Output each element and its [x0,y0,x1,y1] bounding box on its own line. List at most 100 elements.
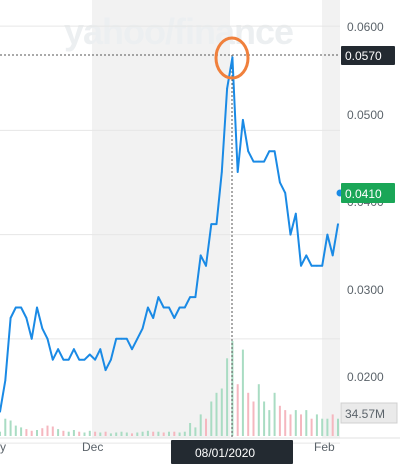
price-point [305,254,308,257]
volume-bar [72,430,75,436]
volume-bar [62,430,65,436]
volume-bar [220,388,223,436]
price-point [236,171,239,173]
volume-bar [141,431,144,436]
price-point [9,317,12,319]
price-point [173,317,176,319]
price-point [157,296,160,298]
price-point [284,192,287,194]
price-point [120,337,123,340]
price-point [199,254,202,257]
volume-bar [199,414,202,436]
volume-bar [14,425,17,436]
volume-bar [189,423,192,436]
price-point [46,337,49,340]
price-point [263,160,265,163]
price-point [326,233,329,236]
price-point [321,264,324,267]
price-point [67,358,70,361]
price-point [231,56,234,59]
price-point [94,358,96,361]
price-point [99,348,102,351]
volume-bar [263,401,266,436]
price-point [331,254,334,257]
last-price-label: 0.0410 [345,187,382,201]
price-point [83,358,86,361]
volume-bar [25,429,28,436]
price-point [183,306,186,309]
volume-bar [321,418,324,436]
price-point [110,358,112,361]
volume-bar [178,432,181,436]
shade-band-february [322,0,340,438]
volume-bar [315,414,318,436]
y-tick-label: 0.0200 [347,370,384,384]
crosshair-date-box: 08/01/2020 [171,440,293,464]
volume-bar [326,418,329,436]
volume-bar [36,430,38,436]
volume-bar [99,432,102,436]
y-axis: 0.0600 0.0500 0.0300 0.0200 0.0400 [347,20,384,384]
x-tick-label: Dec [82,440,103,454]
y-tick-label: 0.0500 [347,108,384,122]
price-point [88,353,91,356]
price-point [257,160,260,163]
price-point [78,358,81,361]
volume-bar [289,414,292,436]
price-point [147,306,149,309]
volume-bar [115,432,118,436]
volume-bar [41,428,44,436]
volume-bar [284,410,287,436]
price-point [4,379,7,382]
volume-bar [146,430,149,436]
volume-bar [268,410,271,436]
price-point [242,119,244,121]
price-point [62,358,65,361]
price-point [226,87,229,90]
volume-bar [83,432,86,436]
price-point [41,327,44,330]
price-point [194,296,197,298]
volume-bar [273,392,276,436]
price-point [268,150,271,153]
price-point [125,337,128,340]
volume-bar [247,392,250,436]
volume-bar [104,431,107,436]
volume-bar [205,418,207,436]
price-point [215,223,218,226]
volume-bar [331,414,334,436]
price-point [178,306,181,309]
price-point [152,317,155,319]
volume-bar [125,432,128,436]
price-point [115,337,118,340]
volume-bar [51,426,54,436]
price-point [205,264,207,267]
price-point [316,264,318,267]
volume-bar [305,410,308,436]
volume-bar [252,401,255,436]
volume-bar [168,431,170,436]
volume-bar [300,414,302,436]
price-point [294,212,297,215]
price-point [136,337,139,340]
price-point [252,160,255,163]
volume-bar [226,358,229,436]
yahoo-finance-watermark: yahoo/finance [64,11,293,52]
price-point [337,223,339,226]
volume-bar [236,384,239,436]
volume-bar [257,384,260,436]
x-tick-label: Feb [314,440,335,454]
volume-bar [9,420,12,436]
price-point [104,369,107,371]
price-point [279,181,281,184]
volume-bar [278,405,281,436]
volume-bar [194,427,197,436]
volume-bar [67,431,70,436]
price-point [247,150,250,153]
price-points [0,56,339,413]
volume-bar [157,431,160,436]
price-point [36,306,38,309]
price-point [51,358,54,361]
